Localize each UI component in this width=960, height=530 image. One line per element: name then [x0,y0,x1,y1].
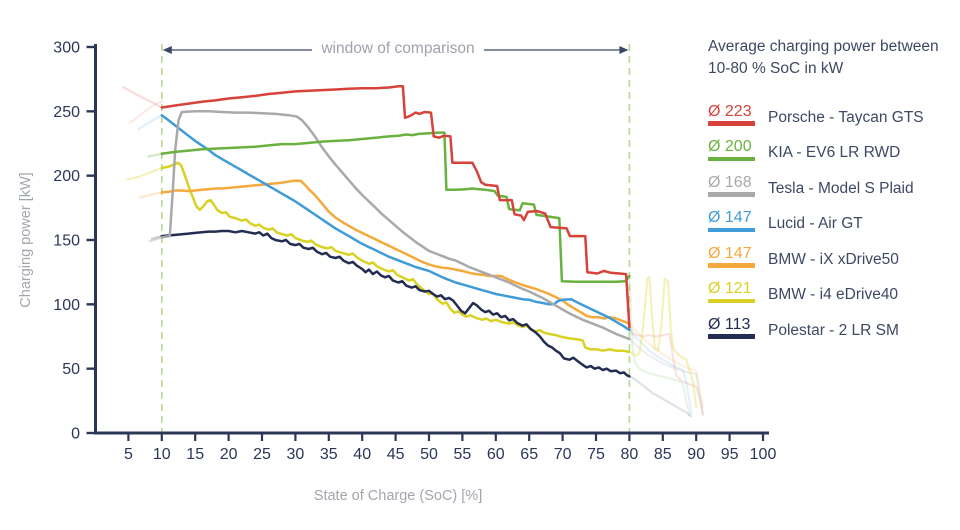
x-tick-label: 80 [621,446,639,463]
y-tick-label: 0 [71,426,80,443]
series-color-bar [708,156,755,162]
vehicle-name: BMW - iX xDrive50 [768,250,899,268]
ghost-curves [121,85,705,418]
series-color-bar [708,263,755,268]
legend-swatch: Ø 147 [708,244,755,268]
average-power-value: Ø 168 [708,173,752,191]
ghost-curve [628,276,698,409]
vehicle-name: KIA - EV6 LR RWD [768,144,901,162]
vehicle-name: BMW - i4 eDrive40 [768,286,899,304]
legend-swatch: Ø 113 [708,315,755,339]
y-tick-label: 150 [53,233,80,250]
ghost-curve [148,236,163,243]
series-color-bar [708,192,755,197]
series-color-bar [708,298,755,304]
legend-entry: Ø 121 BMW - i4 eDrive40 [708,280,948,304]
series-color-bar [708,227,755,233]
average-power-value: Ø 147 [708,244,752,262]
legend-entries: Ø 223 Porsche - Taycan GTS Ø 200 KIA - EV6 … [708,103,948,339]
legend-entry: Ø 147 BMW - iX xDrive50 [708,245,948,268]
x-tick-label: 40 [353,446,371,463]
vehicle-name: Tesla - Model S Plaid [768,179,914,197]
x-tick-label: 90 [687,446,705,463]
x-tick-label: 45 [387,446,405,463]
x-tick-label: 50 [420,446,438,463]
ghost-curve [628,274,691,417]
ghost-curve [147,152,163,158]
x-tick-label: 15 [186,446,204,463]
ghost-curve [150,235,163,240]
x-axis-title: State of Charge (SoC) [%] [314,488,482,504]
x-tick-label: 100 [750,446,777,463]
average-power-value: Ø 121 [708,280,752,298]
vehicle-name: Lucid - Air GT [768,215,863,233]
x-tick-label: 65 [520,446,538,463]
legend-entry: Ø 168 Tesla - Model S Plaid [708,174,948,197]
legend-swatch: Ø 168 [708,173,755,197]
ghost-curve [121,85,163,109]
average-power-value: Ø 147 [708,209,752,227]
legend-entry: Ø 113 Polestar - 2 LR SM [708,316,948,339]
ghost-curve [628,338,705,415]
x-tick-label: 30 [287,446,305,463]
ghost-curve [128,99,165,125]
x-tick-label: 75 [587,446,605,463]
average-power-value: Ø 223 [708,102,752,120]
arrow-head-left-icon [162,46,172,54]
charging-curves [160,84,631,378]
series-color-bar [708,334,755,339]
x-tick-label: 55 [454,446,472,463]
arrow-head-right-icon [619,46,629,54]
series-color-bar [708,121,755,126]
average-power-value: Ø 200 [708,138,752,156]
x-tick-label: 20 [220,446,238,463]
y-axis-title: Charging power [kW] [18,172,34,307]
x-tick-label: 70 [554,446,572,463]
vehicle-name: Polestar - 2 LR SM [768,321,899,339]
legend-title: Average charging power between 10-80 % S… [708,38,939,77]
vehicle-name: Porsche - Taycan GTS [768,108,924,126]
x-tick-label: 35 [320,446,338,463]
ghost-curve [139,191,163,199]
y-tick-label: 200 [53,168,80,185]
ghost-curve [628,326,705,417]
series-curve-bmw-i4-edrive40 [160,161,631,354]
legend-swatch: Ø 121 [708,280,755,304]
legend-swatch: Ø 200 [708,138,755,162]
x-tick-label: 95 [721,446,739,463]
window-of-comparison-label: window of comparison [320,40,474,57]
ghost-curve [628,329,693,415]
series-curve-bmw-ix-xdrive50 [160,179,631,325]
legend-entry: Ø 200 KIA - EV6 LR RWD [708,138,948,162]
y-tick-label: 250 [53,104,80,121]
series-curve-porsche-taycan-gts [160,84,631,329]
average-power-value: Ø 113 [708,315,751,333]
series-curve-polestar-2-lr-sm [160,229,631,378]
y-tick-label: 300 [53,40,80,57]
ghost-curve [628,375,693,418]
legend-entry: Ø 223 Porsche - Taycan GTS [708,103,948,126]
legend-swatch: Ø 147 [708,209,755,233]
series-curve-tesla-model-s-plaid [160,110,631,341]
legend: Average charging power between 10-80 % S… [708,36,948,352]
x-tick-label: 5 [124,446,133,463]
x-tick-label: 60 [487,446,505,463]
ghost-curve [125,166,163,181]
x-tick-label: 85 [654,446,672,463]
ghost-curve [628,322,705,409]
axes: 0 50 100 150 200 250 300 5 10 15 20 25 30 35 40 45 50 55 6… [53,40,776,464]
y-tick-label: 50 [62,361,80,378]
y-tick-label: 100 [53,297,80,314]
legend-swatch: Ø 223 [708,102,755,126]
legend-entry: Ø 147 Lucid - Air GT [708,209,948,233]
x-tick-label: 25 [253,446,271,463]
ghost-curve [137,114,163,131]
x-tick-label: 10 [153,446,171,463]
